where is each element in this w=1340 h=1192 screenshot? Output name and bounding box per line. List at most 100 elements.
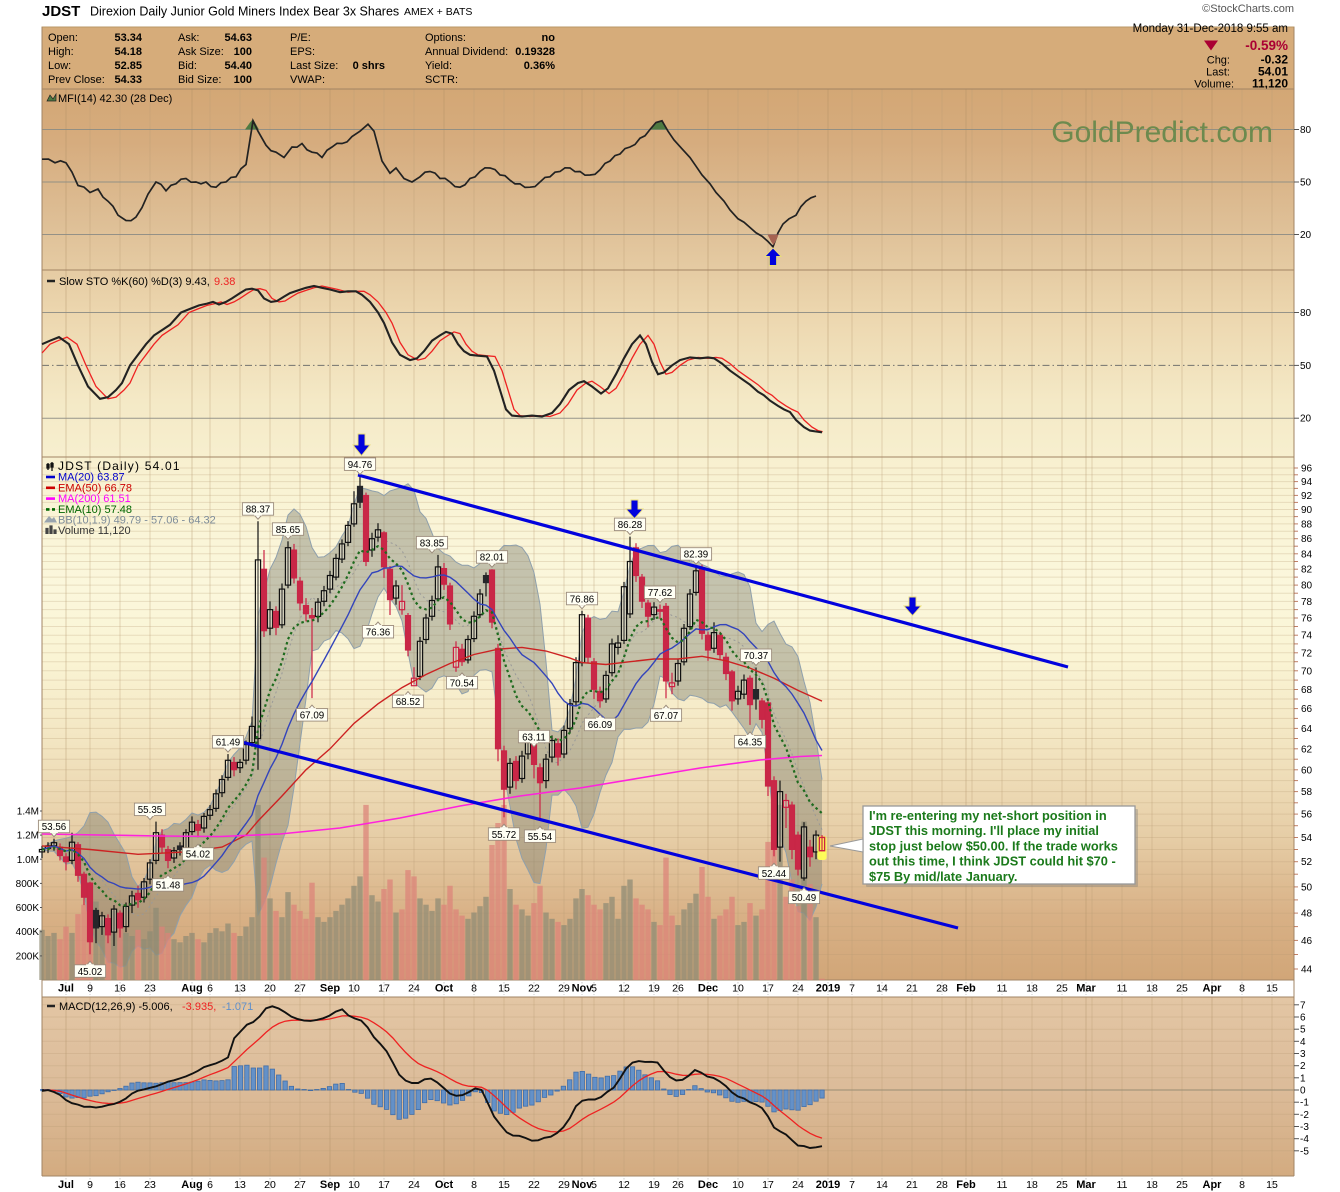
svg-text:Bid:: Bid:: [178, 60, 197, 72]
svg-text:0.36%: 0.36%: [524, 60, 555, 72]
svg-text:83.85: 83.85: [420, 538, 445, 549]
svg-text:Aug: Aug: [181, 983, 202, 995]
svg-text:stop just below $50.00. If the: stop just below $50.00. If the trade wor…: [869, 838, 1118, 853]
svg-text:0.19328: 0.19328: [515, 46, 555, 58]
svg-text:52.85: 52.85: [114, 60, 142, 72]
svg-text:11: 11: [997, 983, 1008, 995]
svg-text:50: 50: [1300, 361, 1312, 372]
svg-text:58: 58: [1301, 787, 1313, 798]
svg-text:1.0M: 1.0M: [17, 855, 39, 866]
svg-text:Apr: Apr: [1203, 1179, 1223, 1191]
svg-text:64: 64: [1301, 724, 1313, 735]
svg-text:P/E:: P/E:: [290, 32, 311, 44]
svg-text:15: 15: [498, 983, 510, 995]
svg-text:-2: -2: [1300, 1110, 1309, 1121]
svg-text:out this time, I think JDST co: out this time, I think JDST could hit $7…: [869, 854, 1116, 869]
svg-text:45.02: 45.02: [78, 967, 103, 978]
svg-text:JDST this morning. I'll place: JDST this morning. I'll place my initial: [869, 823, 1099, 838]
svg-text:23: 23: [144, 1179, 156, 1191]
svg-text:28: 28: [936, 983, 948, 995]
svg-text:25: 25: [1056, 1179, 1068, 1191]
svg-text:60: 60: [1301, 765, 1313, 776]
svg-text:600K: 600K: [16, 903, 40, 914]
svg-text:68: 68: [1301, 685, 1313, 696]
svg-text:-4: -4: [1300, 1134, 1309, 1145]
svg-text:-1: -1: [1300, 1098, 1309, 1109]
svg-text:54.01: 54.01: [1258, 65, 1288, 79]
svg-text:76.86: 76.86: [570, 594, 595, 605]
svg-text:62: 62: [1301, 744, 1313, 755]
svg-text:15: 15: [1266, 983, 1278, 995]
svg-text:©StockCharts.com: ©StockCharts.com: [1202, 3, 1294, 15]
svg-text:76.36: 76.36: [366, 628, 391, 639]
svg-text:Oct: Oct: [435, 1179, 454, 1191]
svg-text:10: 10: [732, 1179, 744, 1191]
svg-text:6: 6: [207, 1179, 213, 1191]
svg-text:Sep: Sep: [320, 983, 340, 995]
svg-text:Mar: Mar: [1076, 1179, 1096, 1191]
svg-text:66.09: 66.09: [588, 720, 613, 731]
svg-text:11: 11: [1117, 983, 1128, 995]
svg-text:VWAP:: VWAP:: [290, 74, 325, 86]
svg-text:10: 10: [348, 1179, 360, 1191]
svg-text:17: 17: [378, 983, 390, 995]
svg-text:24: 24: [792, 1179, 804, 1191]
svg-text:1.2M: 1.2M: [17, 831, 39, 842]
svg-text:-0.32: -0.32: [1261, 53, 1289, 67]
svg-text:Feb: Feb: [956, 1179, 976, 1191]
svg-text:100: 100: [234, 74, 252, 86]
svg-text:22: 22: [528, 983, 540, 995]
svg-text:9.38: 9.38: [214, 276, 235, 288]
svg-text:12: 12: [618, 1179, 630, 1191]
svg-text:0 shrs: 0 shrs: [353, 60, 385, 72]
svg-text:54.40: 54.40: [224, 60, 252, 72]
svg-text:SCTR:: SCTR:: [425, 74, 458, 86]
svg-text:94.76: 94.76: [348, 460, 373, 471]
svg-text:54: 54: [1301, 833, 1313, 844]
svg-text:Prev Close:: Prev Close:: [48, 74, 105, 86]
svg-text:Volume 11,120: Volume 11,120: [58, 525, 131, 537]
svg-text:86.28: 86.28: [618, 520, 643, 531]
svg-text:66: 66: [1301, 704, 1313, 715]
svg-text:14: 14: [876, 983, 888, 995]
svg-text:Mar: Mar: [1076, 983, 1096, 995]
svg-text:EMA(10) 57.48: EMA(10) 57.48: [58, 504, 132, 516]
svg-text:400K: 400K: [16, 927, 40, 938]
svg-text:6: 6: [207, 983, 213, 995]
svg-text:5: 5: [591, 1179, 597, 1191]
svg-text:12: 12: [618, 983, 630, 995]
svg-text:82.39: 82.39: [684, 550, 709, 561]
svg-text:Yield:: Yield:: [425, 60, 452, 72]
svg-text:17: 17: [762, 1179, 774, 1191]
svg-text:2019: 2019: [816, 1179, 840, 1191]
svg-text:76: 76: [1301, 614, 1313, 625]
svg-text:Slow STO %K(60) %D(3) 9.43,: Slow STO %K(60) %D(3) 9.43,: [59, 276, 210, 288]
svg-text:AMEX + BATS: AMEX + BATS: [404, 6, 472, 18]
svg-text:82.01: 82.01: [480, 553, 505, 564]
svg-text:53.56: 53.56: [42, 822, 67, 833]
svg-text:24: 24: [408, 983, 420, 995]
svg-text:Volume:: Volume:: [1194, 79, 1234, 91]
svg-text:24: 24: [792, 983, 804, 995]
svg-text:74: 74: [1301, 631, 1313, 642]
svg-text:Last:: Last:: [1206, 67, 1230, 79]
svg-text:Annual Dividend:: Annual Dividend:: [425, 46, 508, 58]
svg-text:Feb: Feb: [956, 983, 976, 995]
svg-text:GoldPredict.com: GoldPredict.com: [1051, 116, 1273, 149]
svg-text:EPS:: EPS:: [290, 46, 315, 58]
svg-text:Aug: Aug: [181, 1179, 202, 1191]
svg-text:55.54: 55.54: [528, 832, 553, 843]
svg-text:25: 25: [1056, 983, 1068, 995]
svg-text:70: 70: [1301, 666, 1313, 677]
svg-text:18: 18: [1146, 983, 1158, 995]
svg-text:68.52: 68.52: [396, 697, 421, 708]
svg-text:$75 By mid/late January.: $75 By mid/late January.: [869, 869, 1017, 884]
svg-text:0: 0: [1300, 1086, 1306, 1097]
svg-text:7: 7: [849, 1179, 855, 1191]
svg-text:54.63: 54.63: [224, 32, 252, 44]
svg-text:-3.935,: -3.935,: [182, 1001, 216, 1013]
svg-text:Open:: Open:: [48, 32, 78, 44]
svg-text:29: 29: [558, 983, 570, 995]
svg-text:8: 8: [471, 983, 477, 995]
svg-text:61.49: 61.49: [216, 738, 241, 749]
